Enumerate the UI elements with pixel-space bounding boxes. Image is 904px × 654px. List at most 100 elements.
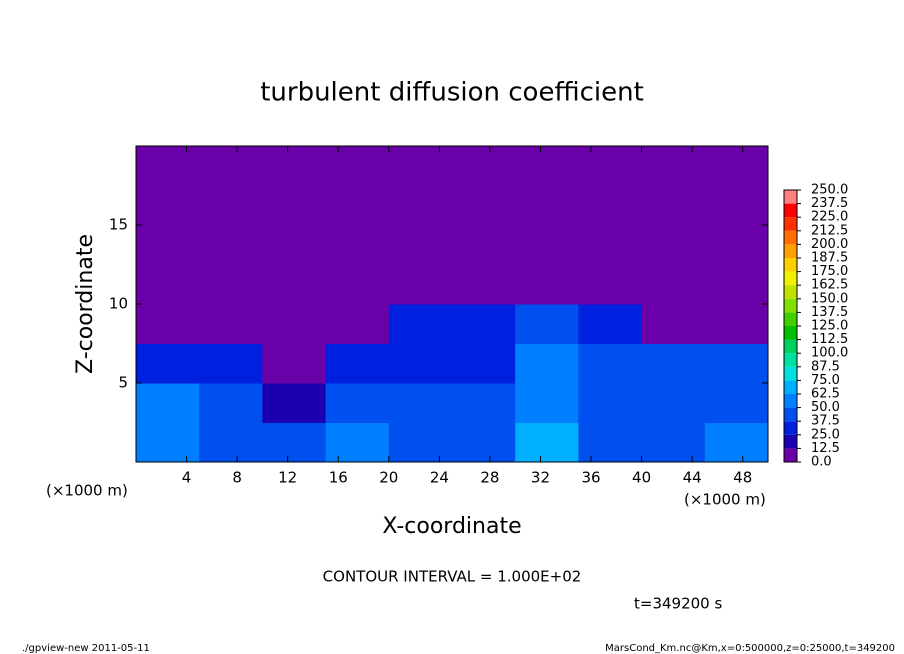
x-tick-label: 4 [182,469,192,487]
cell [641,343,706,384]
cell [325,225,390,265]
cell [262,225,327,265]
cell [136,383,200,423]
x-tick-label: 12 [278,469,297,487]
colorbar-label: 212.5 [811,223,848,238]
cell [199,304,263,344]
cell [325,185,390,226]
cell [578,225,643,265]
cell [704,422,769,463]
cell [515,343,579,384]
cell [136,225,200,265]
y-tick-label: 15 [109,216,128,234]
cell [515,146,579,186]
colorbar-band [784,407,797,422]
cell [262,422,327,463]
colorbar-label: 12.5 [811,441,840,456]
colorbar-band [784,271,797,286]
cell [388,383,453,423]
cell [515,185,579,226]
cell [325,422,390,463]
field [136,146,769,463]
colorbar-label: 0.0 [811,455,832,470]
x-tick-label: 28 [480,469,499,487]
cell [641,264,706,305]
cell [641,422,706,463]
cell [578,146,643,186]
cell [388,343,453,384]
y-axis-title: Z-coordinate [73,234,98,374]
colorbar-band [784,258,797,272]
x-tick-label: 44 [683,469,702,487]
colorbar-label: 162.5 [811,278,848,293]
x-axis-title: X-coordinate [382,514,521,539]
cell [515,422,579,463]
x-tick-label: 16 [329,469,348,487]
cell [515,304,579,344]
colorbar-band [784,230,797,245]
cell [262,343,327,384]
cell [704,383,769,423]
cell [136,422,200,463]
colorbar-band [784,190,797,204]
cell [704,225,769,265]
colorbar-label: 37.5 [811,414,840,429]
cell [704,185,769,226]
cell [578,343,643,384]
cell [578,383,643,423]
colorbar-band [784,394,797,408]
colorbar-band [784,448,797,462]
x-tick-label: 20 [379,469,398,487]
colorbar-band [784,217,797,231]
time-note: t=349200 s [634,595,722,613]
colorbar-label: 50.0 [811,400,840,415]
colorbar-band [784,244,797,258]
colorbar-label: 187.5 [811,251,848,266]
x-tick-label: 36 [581,469,600,487]
cell [578,304,643,344]
colorbar-band [784,203,797,218]
cell [325,383,390,423]
cell [452,343,516,384]
x-tick-label: 32 [531,469,550,487]
cell [704,343,769,384]
cell [578,264,643,305]
colorbar-band [784,366,797,381]
colorbar-band [784,353,797,367]
cell [262,146,327,186]
cell [325,343,390,384]
cell [641,383,706,423]
cell [452,146,516,186]
cell [388,304,453,344]
cell [325,146,390,186]
cell [388,146,453,186]
cell [452,304,516,344]
cell [388,264,453,305]
cell [641,146,706,186]
cell [199,343,263,384]
cell [262,185,327,226]
contour-note: CONTOUR INTERVAL = 1.000E+02 [323,568,582,586]
cell [388,225,453,265]
cell [136,264,200,305]
colorbar-label: 200.0 [811,237,848,252]
cell [199,225,263,265]
cell [325,304,390,344]
cell [199,264,263,305]
colorbar-label: 137.5 [811,305,848,320]
cell [136,304,200,344]
cell [641,304,706,344]
colorbar-band [784,434,797,449]
cell [452,264,516,305]
x-tick-label: 8 [232,469,242,487]
cell [452,185,516,226]
footer: MarsCond_Km.nc@Km,x=0:500000,z=0:25000,t… [605,643,895,654]
cell [578,185,643,226]
x-unit: (×1000 m) [46,482,128,500]
colorbar-label: 100.0 [811,346,848,361]
cell [136,343,200,384]
x-tick-label: 48 [733,469,752,487]
y-tick-label: 5 [118,374,128,392]
